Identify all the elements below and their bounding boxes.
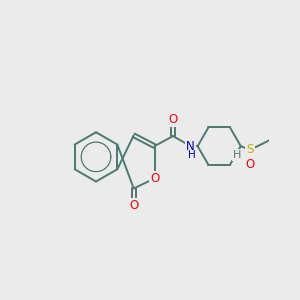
- Text: O: O: [168, 113, 178, 126]
- Text: O: O: [245, 158, 255, 171]
- Text: O: O: [150, 172, 159, 185]
- Text: O: O: [129, 199, 138, 212]
- Text: N: N: [186, 140, 195, 153]
- Text: H: H: [188, 150, 195, 160]
- Text: S: S: [246, 143, 254, 157]
- Text: H: H: [233, 150, 241, 160]
